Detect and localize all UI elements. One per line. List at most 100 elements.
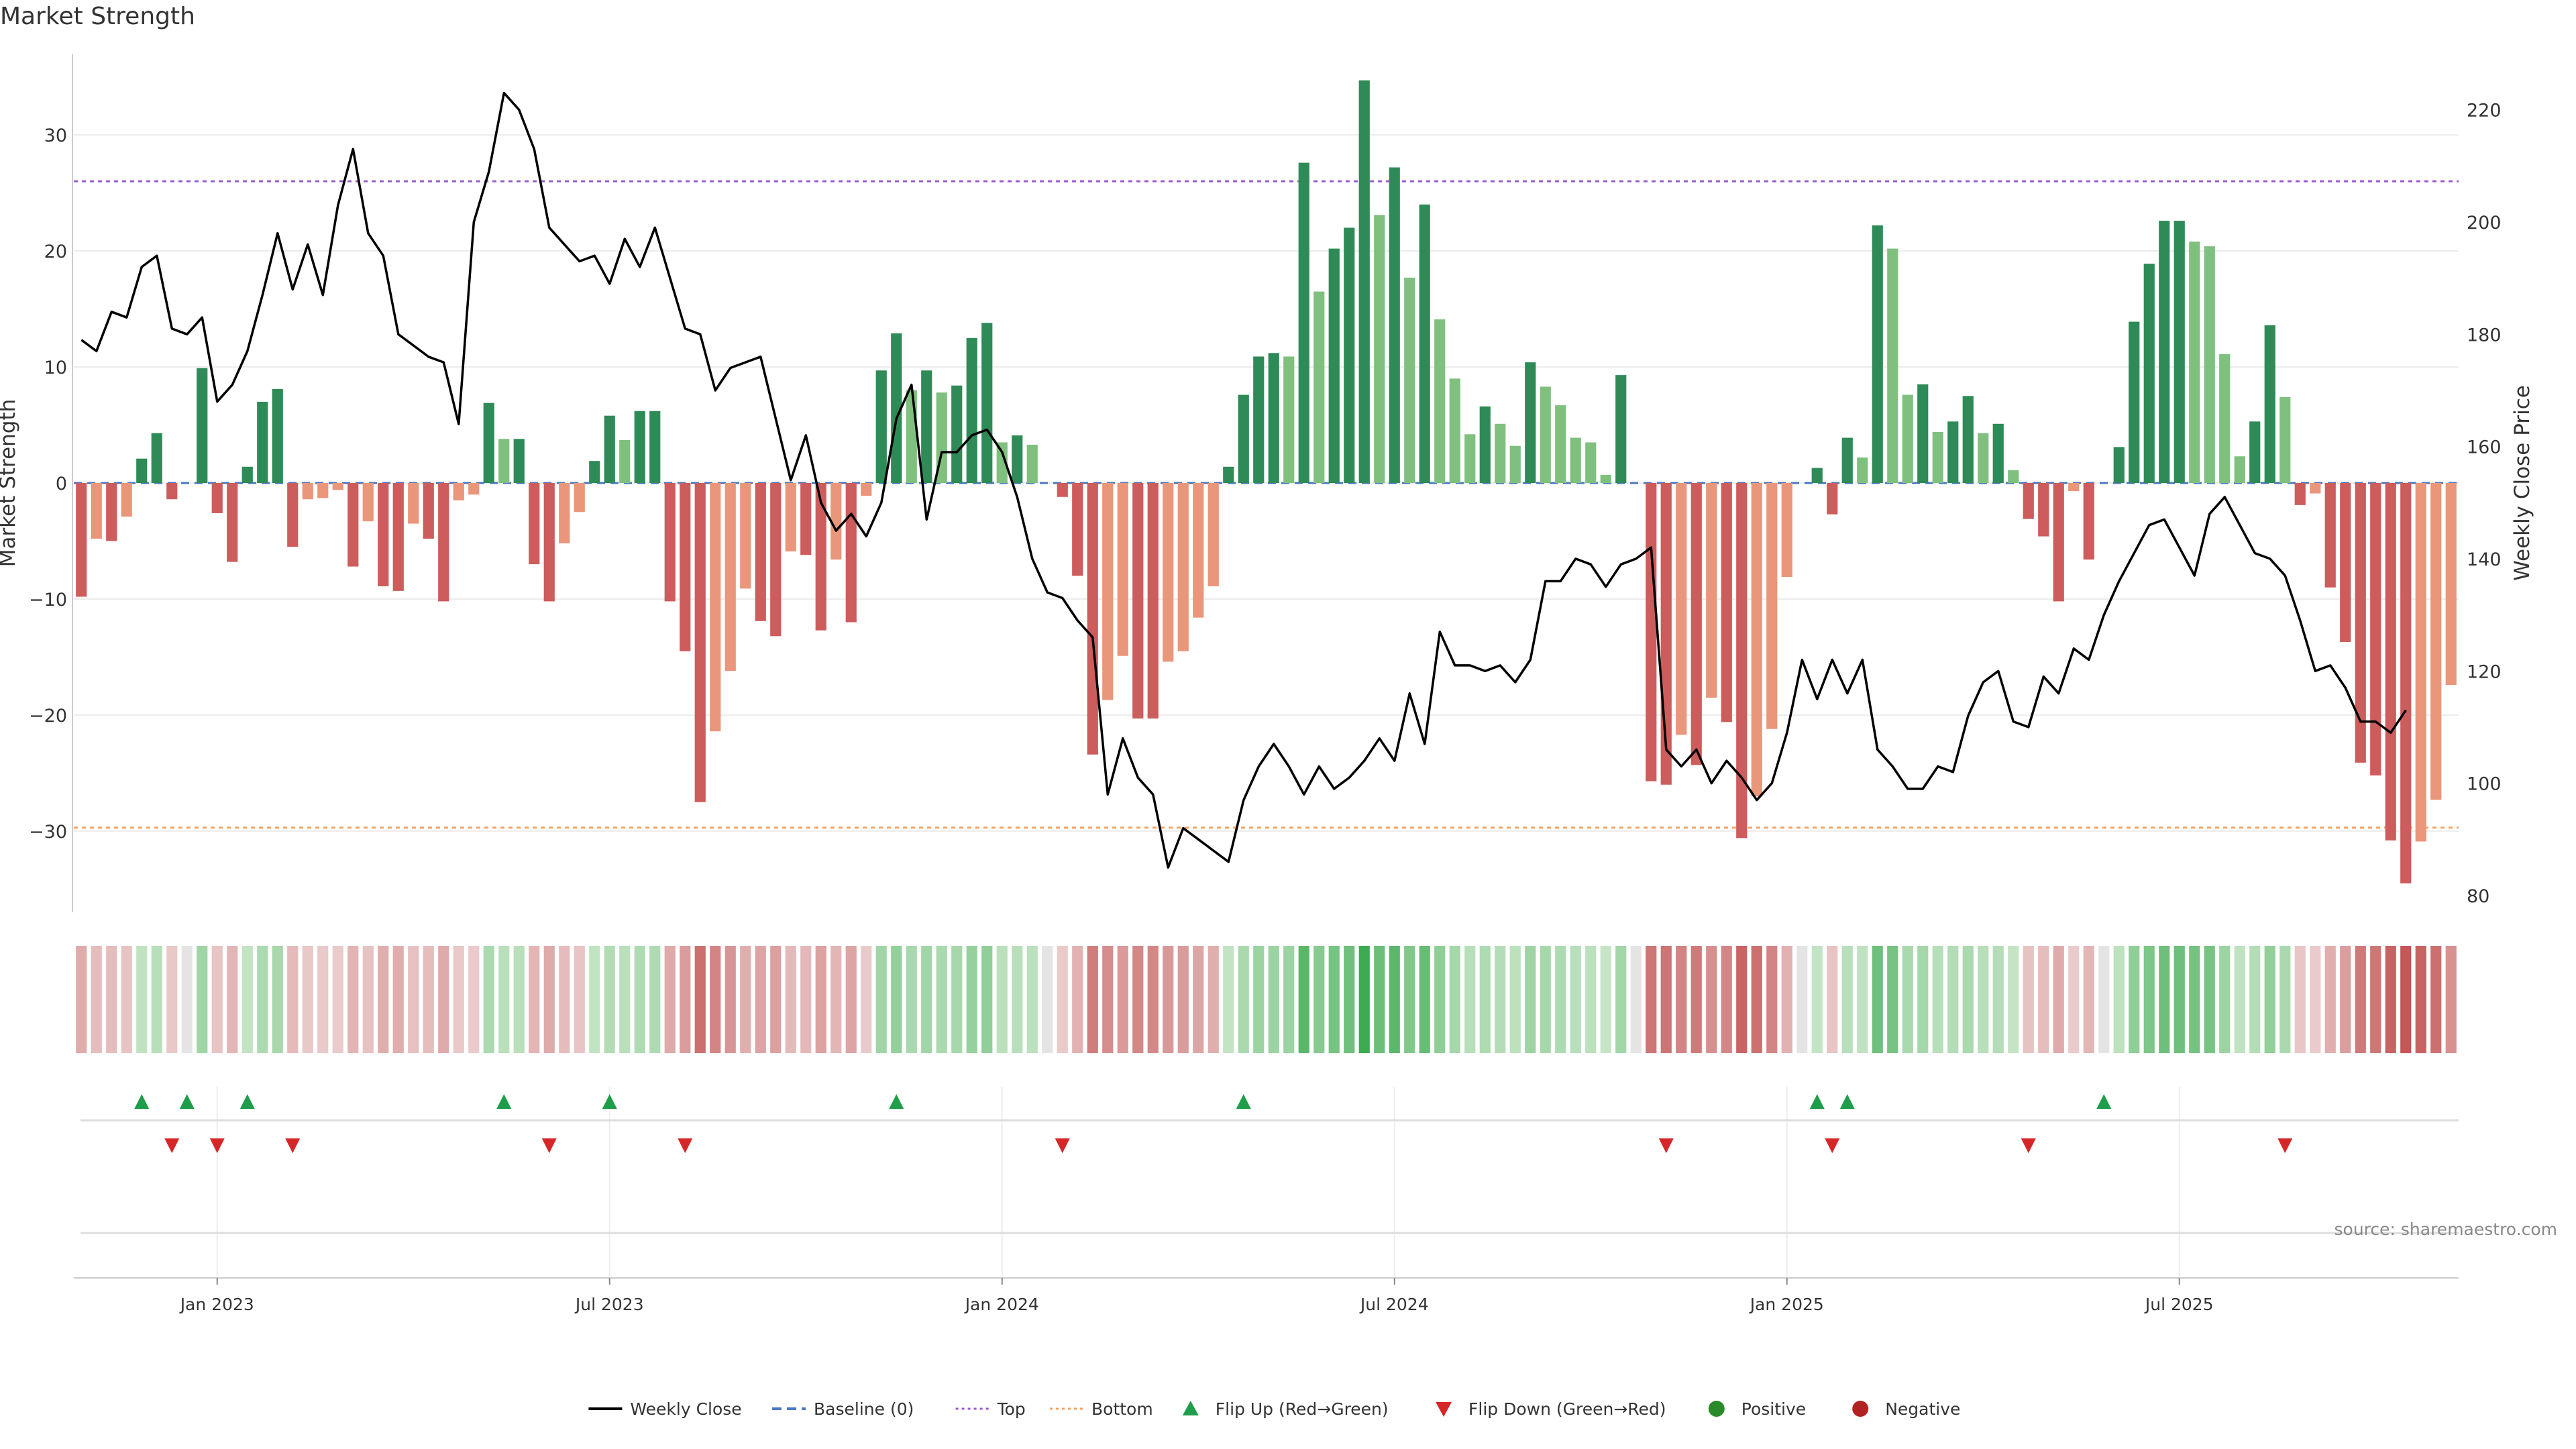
strength-bar [2340,483,2351,642]
heat-cell [921,946,932,1053]
heat-cell [317,946,329,1053]
strength-bar [1646,483,1657,782]
strength-bar [724,483,736,672]
heat-cell [2370,946,2381,1053]
heat-cell [1268,946,1279,1053]
y-axis-title: Market Strength [0,399,20,568]
flip-down-marker [1055,1138,1070,1153]
heat-cell [604,946,615,1053]
flip-down-marker [285,1138,301,1153]
heat-cell [1751,946,1762,1053]
legend-item: Negative [1852,1399,1960,1419]
strength-bar [302,483,313,500]
strength-bar [1872,225,1883,483]
heat-cell [981,946,993,1053]
heat-cell [2310,946,2321,1053]
heat-cell [2340,946,2351,1053]
heat-cell [1057,946,1068,1053]
strength-bar [2445,483,2457,685]
heat-cell [181,946,193,1053]
strength-bar [2174,221,2185,483]
strength-bar [1495,423,1506,483]
heat-cell [211,946,223,1053]
strength-bar [483,402,494,483]
heat-cell [76,946,87,1053]
heat-cell [302,946,313,1053]
heat-cell [1238,946,1249,1053]
heat-cell [1766,946,1778,1053]
strength-bar [981,323,993,483]
heat-cell [408,946,419,1053]
strength-bar [2294,483,2306,505]
heat-cell [951,946,963,1053]
strength-bar [227,483,238,562]
heat-cell [875,946,887,1053]
heat-cell [1147,946,1159,1053]
heat-cell [2053,946,2064,1053]
strength-bar [529,483,540,565]
heat-cell [1555,946,1566,1053]
legend-label: Flip Down (Green→Red) [1468,1399,1666,1419]
heat-cell [2113,946,2125,1053]
strength-bar [498,439,510,483]
heat-cell [197,946,208,1053]
strength-bar [1238,394,1249,483]
strength-bar [785,483,796,552]
strength-bar [453,483,464,500]
x-tick-label: Jan 2024 [964,1295,1039,1314]
strength-bar [1676,483,1687,735]
heat-cell [2174,946,2185,1053]
strength-bar [1947,421,1959,483]
heat-cell [1736,946,1748,1053]
heat-cell [498,946,510,1053]
y2-tick-label: 180 [2467,325,2502,345]
strength-bar [2113,447,2125,483]
y2-tick-label: 200 [2467,213,2502,233]
heat-cell [483,946,494,1053]
strength-bar [468,483,480,495]
heat-cell [1012,946,1023,1053]
heat-cell [891,946,902,1053]
heat-cell [1464,946,1476,1053]
heat-cell [1932,946,1943,1053]
heat-cell [1042,946,1053,1053]
strength-bar [574,483,585,513]
heat-cell [378,946,389,1053]
strength-bar [1464,434,1476,483]
legend-label: Flip Up (Red→Green) [1216,1399,1389,1419]
heat-cell [513,946,525,1053]
strength-bar [1585,442,1597,483]
legend-triangle-down-icon [1436,1402,1452,1417]
strength-bar [1132,483,1144,719]
y2-tick-label: 140 [2467,549,2502,570]
legend-triangle-up-icon [1182,1401,1199,1415]
strength-bar [2385,483,2396,841]
heat-cell [136,946,148,1053]
strength-bar [1721,483,1732,722]
strength-bar [1026,444,1038,483]
x-tick-label: Jan 2025 [1749,1295,1824,1314]
heat-cell [1163,946,1174,1053]
legend-item: Top [955,1399,1026,1419]
heat-cell [996,946,1008,1053]
heat-cell [845,946,857,1053]
heat-cell [1434,946,1446,1053]
y-tick-label: 0 [56,474,67,494]
y-tick-label: 30 [44,125,67,146]
heat-cell [151,946,162,1053]
strength-bar [559,483,570,543]
strength-bar [1087,483,1098,755]
heat-cell [529,946,540,1053]
strength-bar [166,483,178,500]
strength-bar [1540,386,1551,483]
y2-tick-label: 100 [2467,774,2502,795]
strength-bar [423,483,434,539]
heat-cell [1525,946,1536,1053]
legend-item: Flip Up (Red→Green) [1182,1399,1389,1419]
strength-bar [1072,483,1083,576]
strength-bar [1902,394,1913,483]
strength-bar [1841,437,1853,483]
strength-bar [2264,325,2275,483]
heat-cell [2008,946,2019,1053]
